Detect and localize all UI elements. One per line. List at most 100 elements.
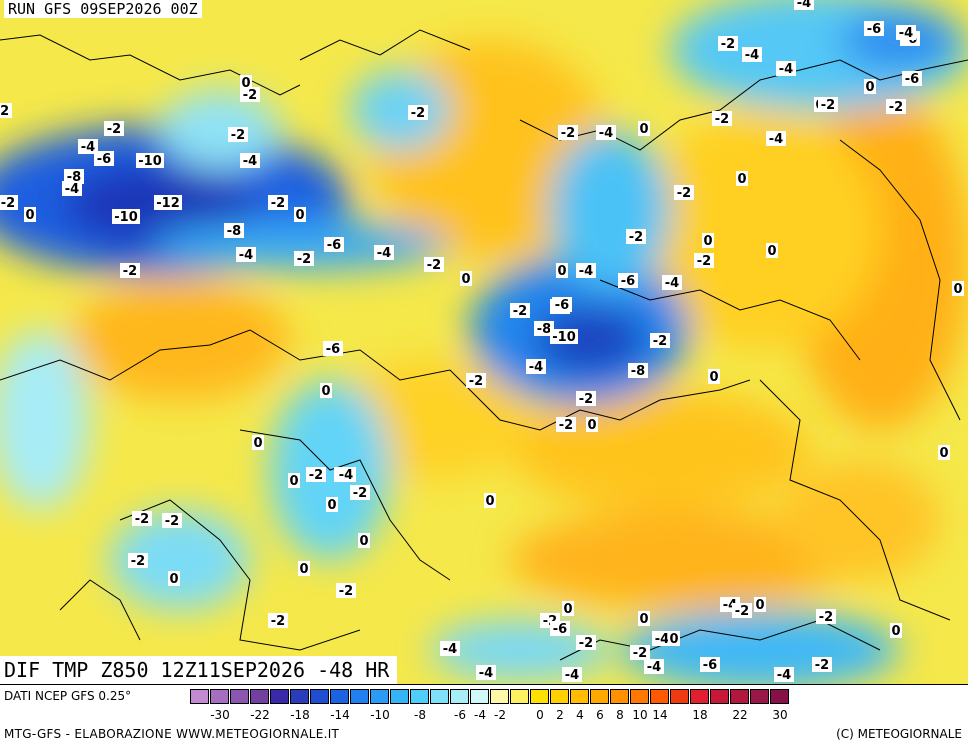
svg-text:-2: -2 [579,636,593,651]
svg-text:0: 0 [953,282,962,297]
svg-text:-6: -6 [867,22,881,37]
color-swatch [250,689,269,704]
svg-text:0: 0 [939,446,948,461]
contour-label: -2 [718,36,738,52]
color-scale-tick-label: -18 [290,708,310,722]
contour-label: -4 [644,659,664,675]
color-swatch [590,689,609,704]
color-swatch [190,689,209,704]
contour-label: -4 [526,359,546,375]
color-swatch [450,689,469,704]
svg-text:-12: -12 [156,196,180,211]
svg-text:-6: -6 [703,658,717,673]
svg-text:-2: -2 [411,106,425,121]
svg-text:-2: -2 [107,122,121,137]
contour-label: -6 [618,273,638,289]
color-scale-tick-label: 10 [632,708,648,722]
svg-text:0: 0 [703,234,712,249]
contour-label: -2 [556,417,576,433]
color-scale-tick-label: 6 [596,708,604,722]
color-swatch [470,689,489,704]
contour-label: -2 [132,511,152,527]
data-source-label: DATI NCEP GFS 0.25° [4,689,132,703]
contour-label: -6 [550,621,570,637]
svg-text:-2: -2 [715,112,729,127]
credit-left: MTG-GFS - ELABORAZIONE WWW.METEOGIORNALE… [4,727,340,741]
contour-label: -4 [766,131,786,147]
svg-text:-4: -4 [665,276,679,291]
color-swatch [710,689,729,704]
contour-label: -4 [240,153,260,169]
svg-text:-4: -4 [65,182,79,197]
color-swatch [230,689,249,704]
contour-label: -2 [240,87,260,103]
svg-text:0: 0 [587,418,596,433]
svg-text:-4: -4 [745,48,759,63]
contour-label: -2 [674,185,694,201]
contour-label: -2 [732,603,752,619]
contour-label: -10 [112,209,140,225]
contour-label: -4 [662,275,682,291]
svg-text:0: 0 [327,498,336,513]
contour-label: 0 [766,243,778,259]
color-scale-tick-label: 0 [536,708,544,722]
contour-label: -2 [306,467,326,483]
svg-text:0: 0 [25,208,34,223]
contour-label: -2 [408,105,428,121]
contour-label: -4 [794,0,814,11]
svg-text:-2: -2 [427,258,441,273]
svg-text:0: 0 [737,172,746,187]
contour-label: -2 [576,635,596,651]
contour-label: -6 [902,71,922,87]
contour-label: -4 [896,25,916,41]
color-swatch [770,689,789,704]
svg-text:-2: -2 [513,304,527,319]
contour-label: 0 [754,597,766,613]
color-scale-tick-label: -14 [330,708,350,722]
svg-text:-2: -2 [815,658,829,673]
svg-text:-10: -10 [114,210,138,225]
contour-label: -2 [336,583,356,599]
svg-text:-2: -2 [135,512,149,527]
contour-label: 0 [736,171,748,187]
svg-text:-4: -4 [81,140,95,155]
contour-label: 0 [298,561,310,577]
color-swatch [690,689,709,704]
contour-label: -4 [78,139,98,155]
map-canvas: -20-6-4-4-20-2-4-6-6-4-2-2-4-20-2-2-4-6-… [0,0,968,684]
color-scale-tick-label: -30 [210,708,230,722]
svg-text:-2: -2 [889,100,903,115]
svg-text:-2: -2 [339,584,353,599]
contour-label: -6 [324,237,344,253]
contour-label: -2 [228,127,248,143]
contour-label: -2 [694,253,714,269]
svg-text:0: 0 [709,370,718,385]
contour-label: 0 [326,497,338,513]
svg-text:0: 0 [241,76,250,91]
svg-text:-2: -2 [1,196,15,211]
contour-label: 0 [952,281,964,297]
svg-text:0: 0 [289,474,298,489]
color-swatch [390,689,409,704]
svg-text:0: 0 [669,632,678,647]
svg-text:-4: -4 [779,62,793,77]
svg-text:-2: -2 [697,254,711,269]
color-scale-tick-label: -2 [494,708,506,722]
svg-text:-10: -10 [138,154,162,169]
temperature-anomaly-map: -20-6-4-4-20-2-4-6-6-4-2-2-4-20-2-2-4-6-… [0,0,968,684]
color-swatch [290,689,309,704]
color-swatch [570,689,589,704]
svg-text:-4: -4 [565,668,579,683]
contour-label: 0 [864,79,876,95]
contour-label: -2 [818,97,838,113]
contour-label: -2 [162,513,182,529]
contour-label: -6 [552,297,572,313]
contour-label: -10 [550,329,578,345]
svg-text:0: 0 [461,272,470,287]
svg-text:-4: -4 [377,246,391,261]
color-swatch [350,689,369,704]
svg-text:-4: -4 [579,264,593,279]
contour-label: -8 [628,363,648,379]
contour-label: -4 [774,667,794,683]
svg-text:-4: -4 [655,632,669,647]
